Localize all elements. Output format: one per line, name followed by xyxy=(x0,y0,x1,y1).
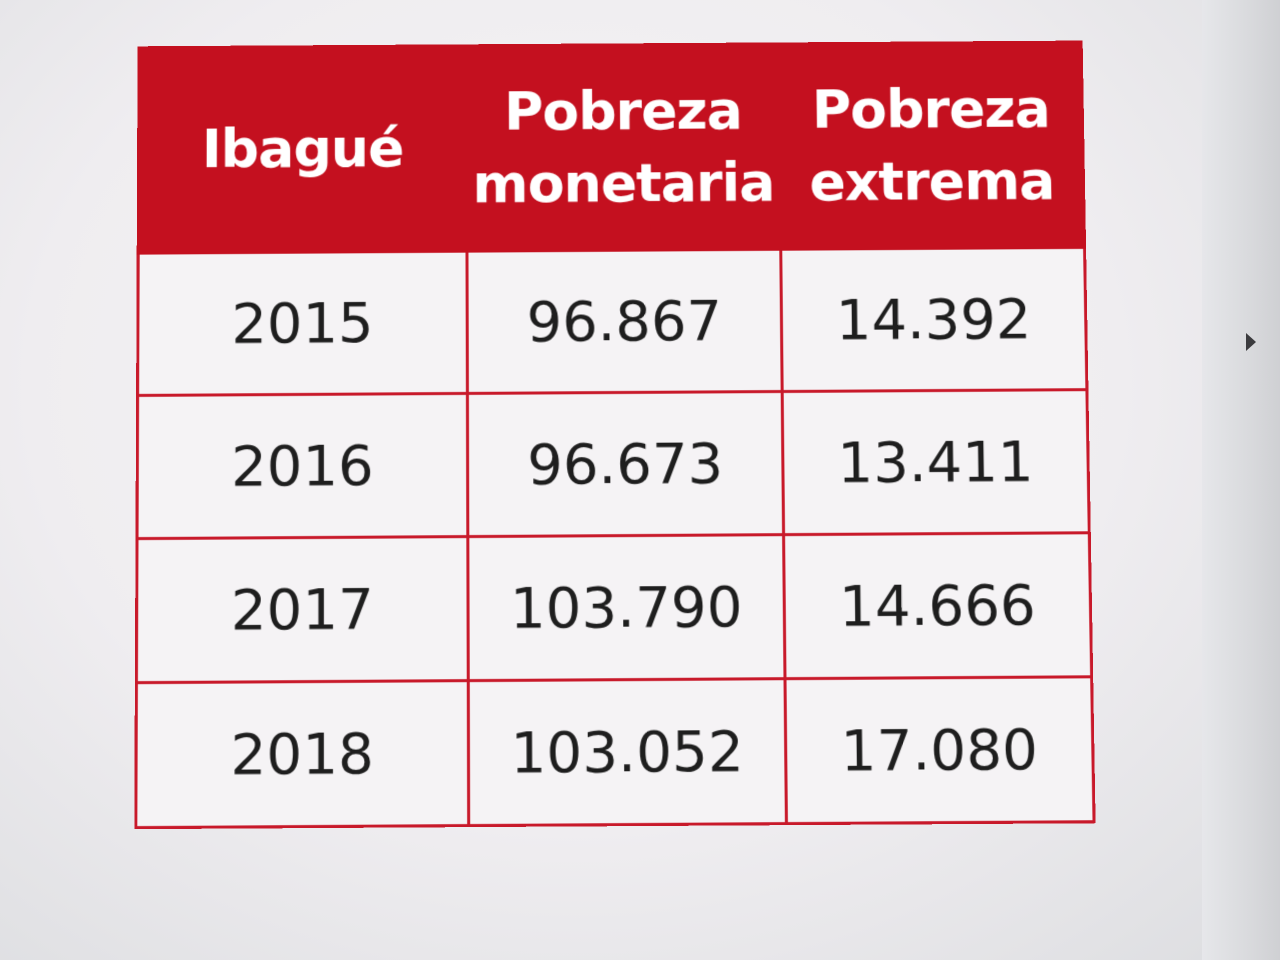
cell-monetary-poverty: 103.052 xyxy=(468,679,786,826)
caret-right-icon[interactable] xyxy=(1246,333,1256,351)
cell-monetary-poverty: 96.867 xyxy=(467,249,782,393)
cell-year: 2017 xyxy=(136,537,468,683)
table-row: 2017 103.790 14.666 xyxy=(136,533,1091,683)
header-monetary-line-2: monetaria xyxy=(468,146,779,220)
cell-year: 2016 xyxy=(137,393,468,538)
header-city-label: Ibagué xyxy=(140,112,465,186)
cell-extreme-poverty: 17.080 xyxy=(785,677,1094,824)
cell-extreme-poverty: 14.666 xyxy=(784,533,1092,679)
header-monetary-line-1: Pobreza xyxy=(468,75,778,149)
header-extreme-line-1: Pobreza xyxy=(781,73,1082,147)
cell-year: 2015 xyxy=(138,251,468,395)
cell-monetary-poverty: 96.673 xyxy=(467,392,783,537)
table-header-row: Ibagué Pobreza monetaria Pobreza extrema xyxy=(138,42,1084,253)
poverty-table: Ibagué Pobreza monetaria Pobreza extrema… xyxy=(134,41,1095,830)
table-row: 2015 96.867 14.392 xyxy=(138,247,1087,395)
cell-monetary-poverty: 103.790 xyxy=(468,535,785,681)
header-city: Ibagué xyxy=(138,46,467,253)
header-extreme-line-2: extrema xyxy=(781,145,1082,219)
poverty-table-container: Ibagué Pobreza monetaria Pobreza extrema… xyxy=(134,41,1092,818)
table-row: 2016 96.673 13.411 xyxy=(137,390,1089,539)
table-row: 2018 103.052 17.080 xyxy=(136,677,1094,828)
header-monetary-poverty: Pobreza monetaria xyxy=(466,44,780,251)
monitor-edge xyxy=(1202,0,1280,960)
header-extreme-poverty: Pobreza extrema xyxy=(779,42,1085,249)
cell-year: 2018 xyxy=(136,681,469,828)
cell-extreme-poverty: 13.411 xyxy=(782,390,1089,535)
cell-extreme-poverty: 14.392 xyxy=(781,247,1087,391)
